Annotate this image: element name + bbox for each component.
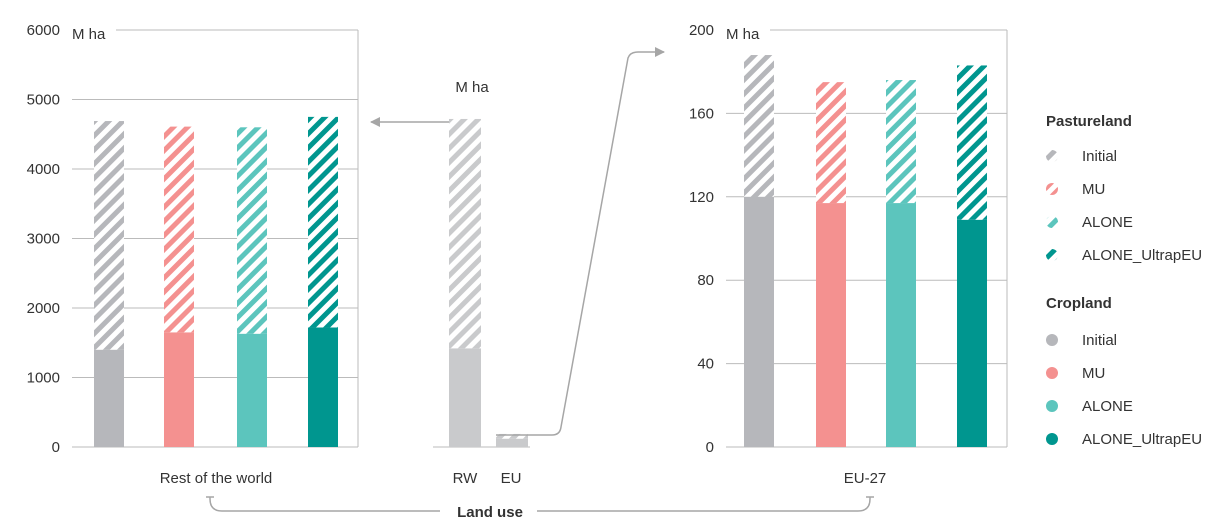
eu27-chart: 0 40 80 120 160 200 M ha EU-27 xyxy=(689,22,1008,487)
overview-label-eu: EU xyxy=(501,470,522,487)
y-tick-label: 120 xyxy=(689,189,714,206)
legend-label-pasture-initial: Initial xyxy=(1082,148,1117,165)
legend-swatch-pasture-mu xyxy=(1046,183,1058,195)
legend-swatch-crop-initial xyxy=(1046,334,1058,346)
overview-unit-label: M ha xyxy=(455,79,489,96)
legend-label-pasture-alone: ALONE xyxy=(1082,214,1133,231)
legend-label-pasture-mu: MU xyxy=(1082,181,1105,198)
bar-cropland-ultrap xyxy=(308,327,338,447)
y-tick-label: 6000 xyxy=(27,22,60,39)
bar-cropland-mu xyxy=(816,203,846,447)
y-tick-label: 160 xyxy=(689,105,714,122)
y-tick-label: 3000 xyxy=(27,231,60,248)
bar-cropland-alone xyxy=(237,333,267,447)
bracket-right-line xyxy=(537,497,871,512)
bar-cropland-initial xyxy=(744,196,774,447)
legend-label-crop-ultrap: ALONE_UltrapEU xyxy=(1082,431,1202,448)
eu27-category-label: EU-27 xyxy=(844,470,887,487)
bar-cropland-initial xyxy=(94,349,124,447)
legend-swatch-crop-alone xyxy=(1046,400,1058,412)
legend-label-crop-alone: ALONE xyxy=(1082,398,1133,415)
land-use-bracket: Land use xyxy=(206,496,874,520)
legend-swatch-pasture-alone xyxy=(1046,216,1058,228)
overview-label-rw: RW xyxy=(453,470,479,487)
eu27-y-ticks: 0 40 80 120 160 200 xyxy=(689,22,714,456)
overview-bar-pastureland-rw xyxy=(449,118,481,349)
overview-bar-pastureland-eu xyxy=(496,433,528,439)
legend-swatch-pasture-initial xyxy=(1046,150,1058,162)
bar-pastureland-alone xyxy=(237,127,267,334)
legend-swatch-pasture-ultrap xyxy=(1046,249,1058,261)
bar-cropland-ultrap xyxy=(957,219,987,447)
overview-bars xyxy=(449,118,528,447)
rest-of-world-chart: 0 1000 2000 3000 4000 5000 6000 M ha Rest of t… xyxy=(27,22,359,487)
y-tick-label: 40 xyxy=(697,356,714,373)
legend-label-crop-initial: Initial xyxy=(1082,332,1117,349)
rest-of-world-category-label: Rest of the world xyxy=(160,470,273,487)
rest-of-world-unit-label: M ha xyxy=(72,26,106,43)
y-tick-label: 5000 xyxy=(27,92,60,109)
bracket-left-line xyxy=(209,497,440,512)
rest-of-world-bars xyxy=(94,116,338,447)
y-tick-label: 1000 xyxy=(27,370,60,387)
bar-pastureland-initial xyxy=(744,55,774,197)
legend-swatch-crop-mu xyxy=(1046,367,1058,379)
y-tick-label: 200 xyxy=(689,22,714,39)
arrow-to-eu27 xyxy=(496,47,665,436)
land-use-label: Land use xyxy=(457,504,523,520)
y-tick-label: 4000 xyxy=(27,161,60,178)
overview-bar-cropland-rw xyxy=(449,348,481,447)
legend-swatch-crop-ultrap xyxy=(1046,433,1058,445)
overview-bar-cropland-eu xyxy=(496,438,528,447)
eu27-unit-label: M ha xyxy=(726,26,760,43)
legend: Pastureland Initial MU ALONE ALONE_Ultra… xyxy=(1046,113,1202,448)
bar-pastureland-mu xyxy=(164,126,194,333)
y-tick-label: 0 xyxy=(52,439,60,456)
bar-pastureland-mu xyxy=(816,82,846,204)
legend-title-cropland: Cropland xyxy=(1046,295,1112,312)
legend-label-crop-mu: MU xyxy=(1082,365,1105,382)
bar-cropland-alone xyxy=(886,203,916,447)
eu27-bars xyxy=(744,55,987,447)
y-tick-label: 2000 xyxy=(27,300,60,317)
legend-title-pastureland: Pastureland xyxy=(1046,113,1132,130)
legend-label-pasture-ultrap: ALONE_UltrapEU xyxy=(1082,247,1202,264)
bar-pastureland-ultrap xyxy=(957,65,987,220)
rest-of-world-y-ticks: 0 1000 2000 3000 4000 5000 6000 xyxy=(27,22,60,456)
bar-pastureland-alone xyxy=(886,80,916,204)
bar-pastureland-initial xyxy=(94,121,124,350)
overview-chart: M ha RW EU xyxy=(370,47,665,487)
bar-pastureland-ultrap xyxy=(308,116,338,328)
y-tick-label: 80 xyxy=(697,272,714,289)
y-tick-label: 0 xyxy=(706,439,714,456)
bar-cropland-mu xyxy=(164,332,194,447)
